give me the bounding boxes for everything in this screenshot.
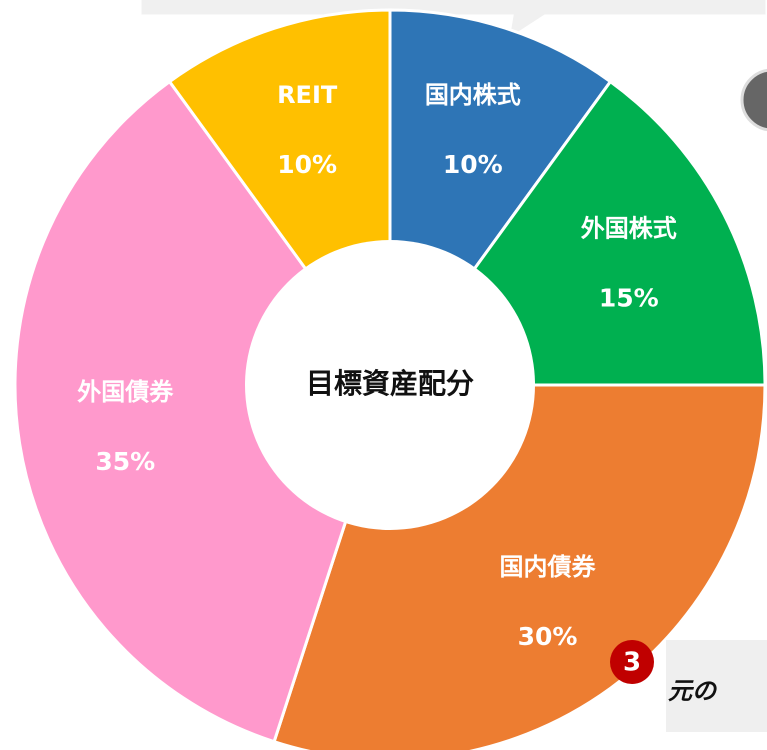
slice [13,79,392,744]
slice-label: REIT [277,81,338,109]
donut: 国内株式 10% 外国株式 15% 国内債券 30% 外国債券 35% REIT 10% 目標資産配… [13,8,767,750]
value-label: 35% [95,447,155,476]
value-label: 10% [443,150,503,179]
center-label: 目標資産配分 [306,367,474,400]
value-label: 30% [518,622,578,651]
step-number: 3 [623,648,641,678]
value-label: 15% [599,283,659,312]
slice-label: 外国債券 [77,378,174,406]
note-box [666,640,767,732]
step-badge [740,68,767,132]
step-badge [610,640,654,684]
slice-label: 外国株式 [581,214,677,242]
value-label: 10% [277,150,337,179]
donut-hole [245,240,535,530]
slice-label: 国内債券 [500,553,597,581]
note-text: 元の [668,677,718,705]
slice-label: 国内株式 [425,81,521,109]
callout-box [138,0,767,44]
